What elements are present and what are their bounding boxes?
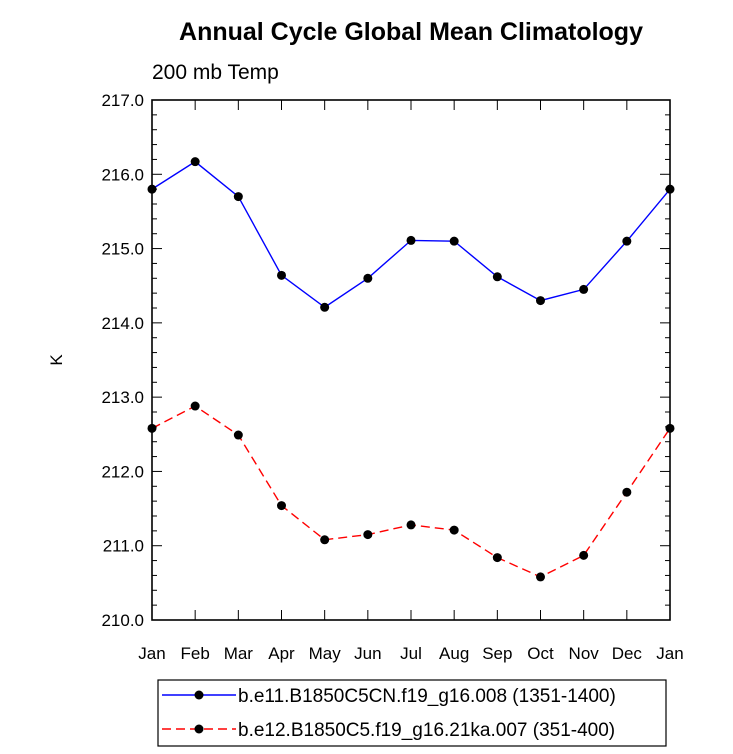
- y-tick-label: 213.0: [101, 388, 144, 407]
- x-tick-label: Jan: [656, 644, 683, 663]
- x-tick-label: Sep: [482, 644, 512, 663]
- plot-area: 210.0 211.0 212.0 213.0 214.0 215.0 216.0 217.0…: [101, 91, 683, 663]
- y-tick-label: 215.0: [101, 240, 144, 259]
- x-tick-label: Mar: [224, 644, 254, 663]
- x-tick-label: May: [309, 644, 342, 663]
- data-point-series-1: [622, 236, 632, 246]
- y-tick-label: 210.0: [101, 611, 144, 630]
- chart-title: Annual Cycle Global Mean Climatology: [179, 18, 643, 46]
- data-point-series-2: [147, 423, 157, 433]
- data-point-series-2: [363, 530, 373, 540]
- data-point-series-2: [277, 501, 286, 511]
- legend-label-series-2: b.e12.B1850C5.f19_g16.21ka.007 (351-400): [238, 720, 615, 741]
- y-tick-label: 211.0: [103, 537, 144, 556]
- legend-marker-series-2: [194, 724, 204, 734]
- data-point-series-2: [579, 550, 589, 560]
- x-tick-label: Oct: [527, 644, 554, 663]
- data-point-series-2: [665, 423, 675, 433]
- data-point-series-2: [406, 520, 416, 530]
- x-tick-label: Feb: [181, 644, 210, 663]
- y-tick-label: 216.0: [101, 165, 144, 184]
- data-point-series-2: [622, 487, 632, 497]
- data-point-series-2: [320, 535, 330, 545]
- x-tick-label: Nov: [569, 644, 600, 663]
- series-line-2: [151, 405, 671, 578]
- legend-label-series-1: b.e11.B1850C5CN.f19_g16.008 (1351-1400): [238, 686, 616, 707]
- y-axis-label: K: [47, 354, 66, 366]
- chart-subtitle: 200 mb Temp: [152, 61, 279, 84]
- y-tick-label: 217.0: [101, 91, 144, 110]
- x-tick-label: Dec: [612, 644, 643, 663]
- data-point-series-1: [449, 236, 459, 246]
- x-tick-label: Jun: [354, 644, 381, 663]
- data-point-series-2: [190, 401, 200, 411]
- legend: b.e11.B1850C5CN.f19_g16.008 (1351-1400) …: [157, 679, 667, 747]
- data-point-series-1: [277, 270, 286, 280]
- data-point-series-1: [492, 272, 502, 282]
- data-point-series-1: [147, 184, 157, 194]
- data-point-series-1: [536, 296, 545, 306]
- x-tick-label: Apr: [268, 644, 295, 663]
- y-tick-label: 212.0: [101, 462, 144, 481]
- data-point-series-1: [363, 273, 373, 283]
- series-line-1: [151, 160, 671, 309]
- y-tick-label: 214.0: [101, 314, 144, 333]
- data-point-series-1: [406, 235, 416, 245]
- data-point-series-2: [536, 572, 545, 582]
- legend-box: [157, 679, 667, 747]
- data-point-series-1: [579, 284, 589, 294]
- data-point-series-2: [233, 430, 243, 440]
- data-point-series-1: [233, 192, 243, 202]
- data-point-series-2: [492, 553, 502, 563]
- x-tick-label: Aug: [439, 644, 469, 663]
- legend-marker-series-1: [194, 690, 204, 700]
- data-point-series-2: [449, 525, 459, 535]
- data-point-series-1: [320, 302, 330, 312]
- x-tick-label: Jul: [400, 644, 422, 663]
- x-tick-label: Jan: [138, 644, 165, 663]
- data-point-series-1: [665, 184, 675, 194]
- data-point-series-1: [190, 157, 200, 167]
